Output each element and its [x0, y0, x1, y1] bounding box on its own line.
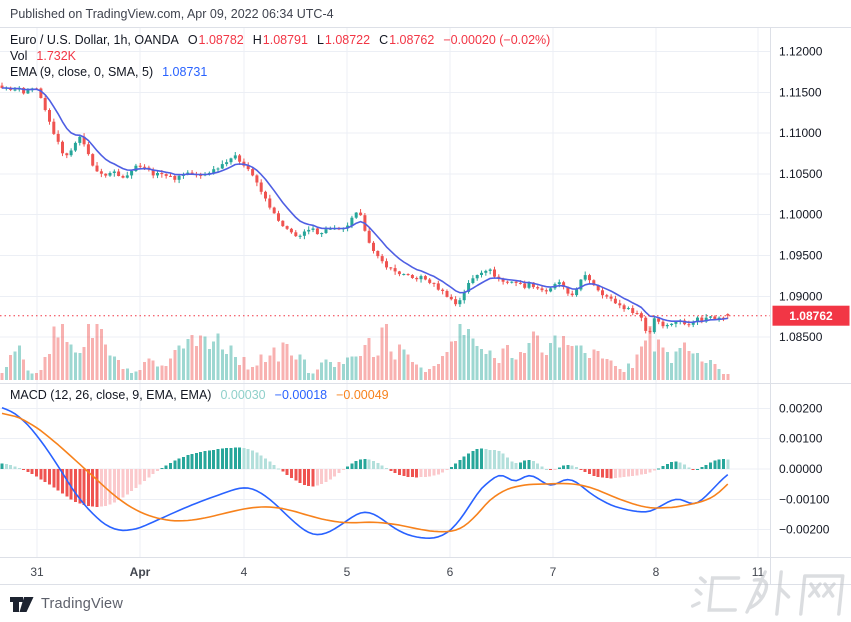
watermark-char-wai — [745, 570, 791, 616]
pane-borders — [0, 27, 851, 585]
price-axis-label: 1.11000 — [779, 126, 822, 140]
watermark-char-wang — [799, 574, 845, 616]
time-axis-label: 8 — [653, 565, 660, 579]
ema-value: 1.08731 — [162, 65, 208, 79]
grid — [0, 28, 770, 557]
ohlc-close: C 1.08762 — [379, 33, 435, 47]
macd-label: MACD (12, 26, close, 9, EMA, EMA) — [10, 388, 212, 402]
price-axis-label: 1.09500 — [779, 249, 823, 263]
price-axis-label: 1.09000 — [779, 289, 823, 303]
macd-line-value: −0.00018 — [274, 388, 328, 402]
ohlc-low: L 1.08722 — [316, 33, 371, 47]
published-bar: Published on TradingView.com, Apr 09, 20… — [10, 7, 334, 21]
ema-legend-row[interactable]: EMA (9, close, 0, SMA, 5) 1.08731 — [10, 65, 207, 79]
price-axis-label: 1.11500 — [779, 86, 822, 100]
time-axis-label: 11 — [752, 565, 765, 579]
price-axis-label: 1.10000 — [779, 208, 823, 222]
time-axis-label: 6 — [447, 565, 454, 579]
macd-axis-label: 0.00100 — [779, 432, 823, 446]
macd-signal-value: −0.00049 — [336, 388, 389, 402]
time-axis-label: 5 — [344, 565, 351, 579]
time-axis-label: 7 — [550, 565, 557, 579]
macd-axis-label: −0.00200 — [779, 523, 830, 537]
price-axis[interactable]: 1.12000 1.11500 1.11000 1.10500 1.10000 1.095… — [772, 45, 850, 344]
symbol-legend-row[interactable]: Euro / U.S. Dollar, 1h, OANDA O 1.08782 H… — [10, 33, 550, 47]
ema-line — [2, 87, 728, 324]
macd-line — [1, 406, 729, 539]
time-axis-label: Apr — [130, 565, 151, 579]
price-axis-label: 1.10500 — [779, 167, 823, 181]
macd-legend-row[interactable]: MACD (12, 26, close, 9, EMA, EMA) 0.0003… — [10, 388, 389, 402]
tradingview-brand-text[interactable]: TradingView — [41, 596, 123, 612]
time-axis-label: 4 — [241, 565, 248, 579]
volume-bars — [0, 324, 730, 380]
volume-value: 1.732K — [36, 49, 77, 63]
volume-label: Vol — [10, 49, 28, 63]
ohlc-open: O 1.08782 — [187, 33, 244, 47]
candles — [0, 82, 730, 334]
ema-label: EMA (9, close, 0, SMA, 5) — [10, 65, 154, 79]
price-axis-label: 1.12000 — [779, 45, 823, 59]
change-value: −0.00020 (−0.02%) — [443, 33, 551, 47]
macd-axis-label: 0.00000 — [779, 462, 823, 476]
macd-axis-label: 0.00200 — [779, 401, 823, 415]
watermark-text — [690, 570, 845, 616]
price-axis-label: 1.08500 — [779, 330, 823, 344]
tradingview-logo-icon[interactable] — [10, 594, 34, 614]
footer: TradingView — [10, 594, 123, 614]
watermark-char-hui — [690, 576, 741, 612]
last-price-badge-value: 1.08762 — [789, 309, 833, 323]
macd-axis-label: −0.00100 — [779, 492, 830, 506]
symbol-title: Euro / U.S. Dollar, 1h, OANDA — [10, 33, 179, 47]
ohlc-high: H 1.08791 — [252, 33, 308, 47]
time-axis-label: 31 — [30, 565, 44, 579]
macd-signal-line — [1, 412, 729, 533]
volume-legend-row[interactable]: Vol 1.732K — [10, 49, 76, 63]
macd-histogram — [0, 447, 730, 507]
macd-hist-value: 0.00030 — [220, 388, 266, 402]
time-axis[interactable]: 31 Apr 4 5 6 7 8 11 — [30, 565, 764, 579]
macd-axis[interactable]: 0.00200 0.00100 0.00000 −0.00100 −0.00200 — [779, 401, 830, 536]
last-price-badge — [772, 305, 850, 326]
